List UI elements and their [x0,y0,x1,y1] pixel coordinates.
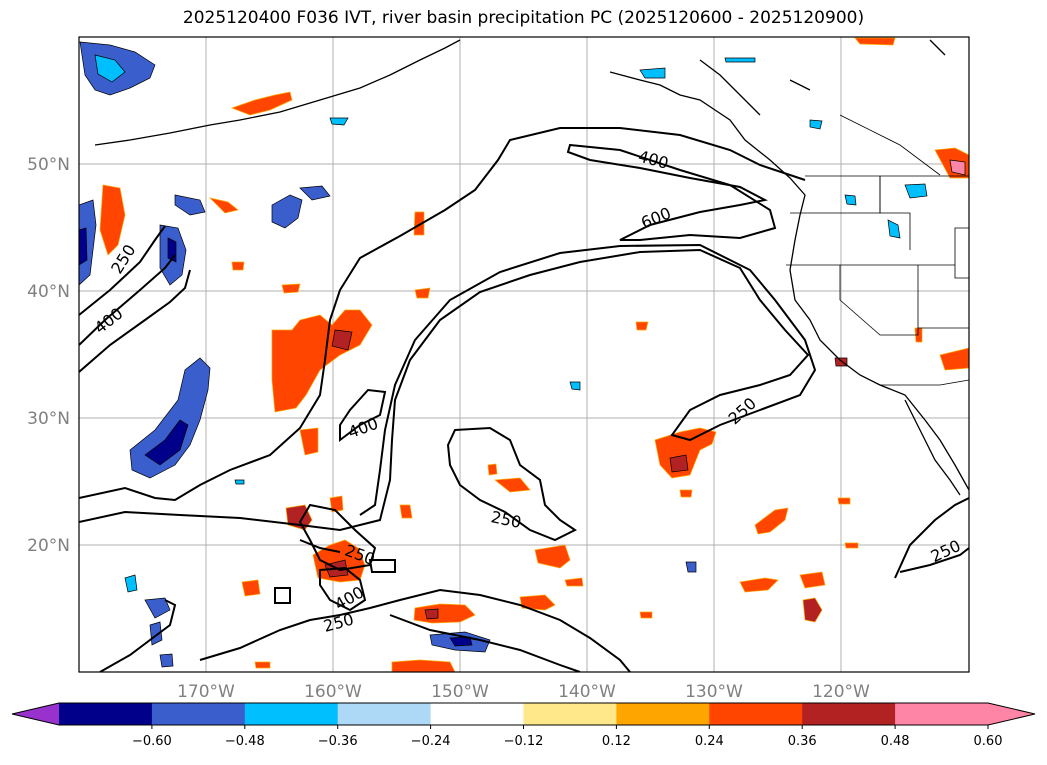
map-panel: 250 400 400 600 400 250 250 250 400 250 … [79,37,969,672]
lon-tick-label: 140°W [558,682,616,702]
lat-tick-label: 20°N [27,536,70,556]
colorbar-tick-label: 0.60 [974,734,1003,749]
colorbar-outline [11,702,1036,726]
coastlines [94,39,969,496]
colorbar-tick-label: −0.24 [411,734,451,749]
gridlines [79,37,969,672]
negative-precip-blobs [79,41,928,668]
state-borders [786,114,969,386]
colorbar-swatch [616,703,710,725]
colorbar-tick-label: 0.36 [788,734,817,749]
lat-axis: 50°N 40°N 30°N 20°N [27,155,70,556]
colorbar-swatch [430,703,524,725]
colorbar-swatch [244,703,339,725]
colorbar-extend-high [988,703,1035,725]
lon-tick-label: 150°W [431,682,489,702]
colorbar-swatch [523,703,617,725]
lon-tick-label: 160°W [304,682,362,702]
colorbar-tick-label: −0.36 [318,734,358,749]
colorbar-tick-label: −0.48 [225,734,265,749]
map-title: 2025120400 F036 IVT, river basin precipi… [182,8,865,28]
colorbar: −0.60 −0.48 −0.36 −0.24 −0.12 0.12 0.24 0.36 0.4… [11,702,1036,749]
colorbar-swatch [709,703,803,725]
colorbar-swatch [895,703,989,725]
lat-tick-label: 50°N [27,155,70,175]
lat-tick-label: 40°N [27,282,70,302]
colorbar-swatch [151,703,246,725]
colorbar-swatch [59,703,153,725]
colorbar-swatch [802,703,896,725]
colorbar-tick-label: 0.12 [602,734,631,749]
colorbar-extend-low [12,703,59,725]
positive-precip-blobs [99,37,969,672]
lon-axis: 170°W 160°W 150°W 140°W 130°W 120°W [177,682,870,702]
colorbar-tick-label: 0.48 [881,734,910,749]
colorbar-tick-label: −0.60 [132,734,172,749]
colorbar-tick-label: −0.12 [504,734,544,749]
map-frame [78,36,970,673]
lon-tick-label: 120°W [812,682,870,702]
ivt-contours [79,127,969,672]
colorbar-swatch [337,703,432,725]
lon-tick-label: 130°W [685,682,743,702]
lon-tick-label: 170°W [177,682,235,702]
colorbar-tick-label: 0.24 [695,734,724,749]
lat-tick-label: 30°N [27,409,70,429]
